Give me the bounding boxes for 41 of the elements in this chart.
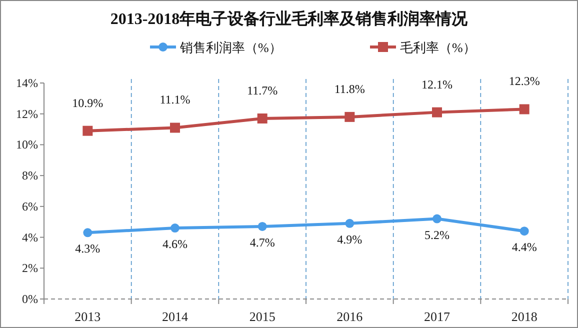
y-tick-label: 8% bbox=[22, 168, 38, 183]
point bbox=[520, 226, 529, 236]
point bbox=[345, 218, 354, 228]
y-tick-label: 4% bbox=[22, 230, 38, 244]
y-tick-label: 14% bbox=[16, 76, 38, 90]
y-tick-label: 6% bbox=[22, 199, 38, 214]
data-label: 4.4% bbox=[512, 240, 537, 254]
legend-label: 销售利润率（%） bbox=[179, 40, 282, 55]
data-label: 10.9% bbox=[72, 96, 104, 110]
point bbox=[432, 107, 442, 118]
point bbox=[170, 122, 180, 133]
legend-label: 毛利率（%） bbox=[400, 40, 476, 55]
data-label: 11.8% bbox=[334, 82, 365, 96]
point bbox=[257, 113, 268, 124]
y-tick-label: 0% bbox=[22, 292, 38, 306]
data-label: 12.1% bbox=[422, 77, 452, 92]
x-tick-label: 2017 bbox=[424, 309, 450, 324]
point bbox=[344, 112, 355, 122]
data-label: 12.3% bbox=[508, 74, 540, 88]
point bbox=[82, 126, 93, 136]
point bbox=[432, 214, 442, 224]
x-tick-label: 2014 bbox=[162, 309, 188, 324]
data-label: 4.9% bbox=[337, 232, 362, 246]
point bbox=[170, 224, 180, 233]
x-tick-label: 2015 bbox=[249, 309, 276, 324]
y-tick-label: 12% bbox=[16, 106, 38, 121]
data-label: 4.6% bbox=[162, 237, 188, 252]
data-label: 4.7% bbox=[250, 235, 275, 250]
x-tick-label: 2016 bbox=[336, 309, 364, 324]
y-tick-label: 10% bbox=[16, 138, 38, 152]
y-tick-label: 2% bbox=[22, 261, 38, 276]
data-label: 5.2% bbox=[424, 228, 450, 242]
point bbox=[258, 222, 267, 231]
data-label: 4.3% bbox=[75, 242, 100, 256]
data-label: 11.7% bbox=[247, 83, 278, 98]
x-tick-label: 2018 bbox=[511, 309, 538, 324]
chart-title: 2013-2018年电子设备行业毛利率及销售利润率情况 bbox=[110, 9, 469, 28]
x-tick-label: 2013 bbox=[74, 309, 101, 324]
data-label: 11.1% bbox=[160, 92, 190, 107]
point bbox=[83, 228, 92, 238]
point bbox=[519, 104, 530, 114]
